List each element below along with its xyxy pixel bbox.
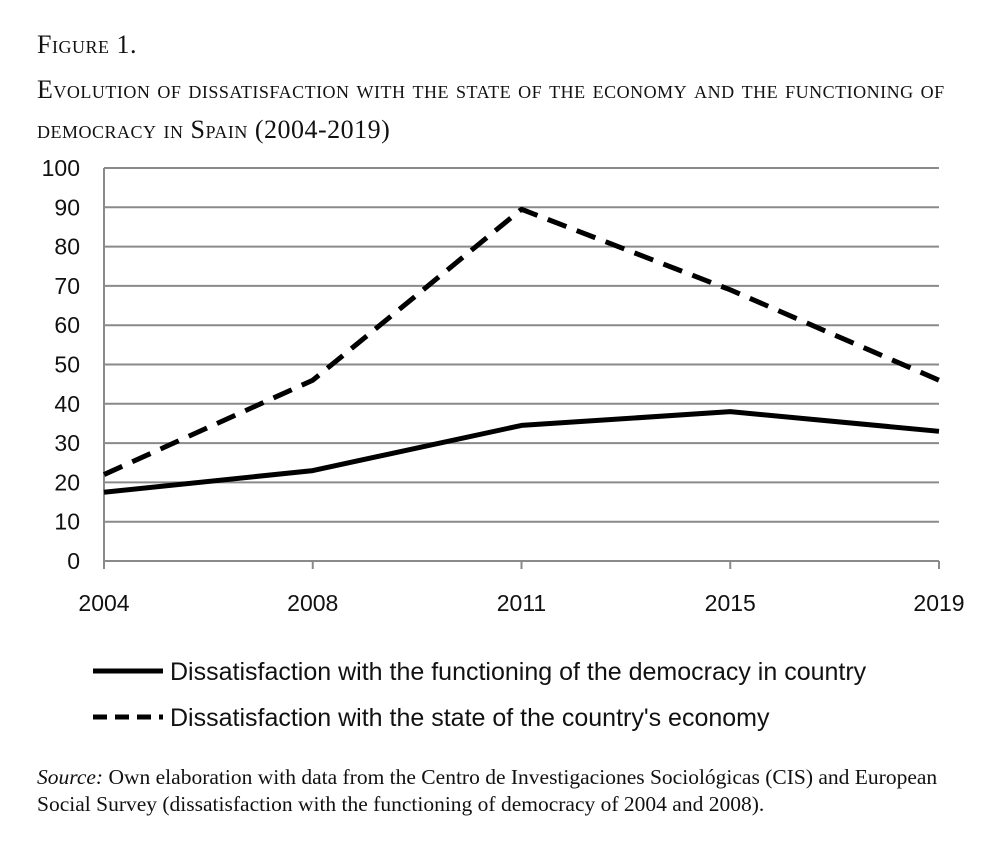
series-line-economy [102, 206, 940, 477]
source-note: Source: Own elaboration with data from t… [37, 764, 977, 818]
x-tick-label-2004: 2004 [78, 590, 129, 616]
source-text: Own elaboration with data from the Centr… [37, 765, 938, 816]
y-tick-label-100: 100 [42, 155, 80, 181]
y-tick-label-60: 60 [54, 312, 80, 338]
grid-lines [104, 167, 939, 523]
y-tick-label-50: 50 [54, 352, 80, 378]
y-tick-label-90: 90 [54, 194, 80, 220]
x-axis-ticks: 2004 2008 2011 2015 2019 [78, 561, 965, 616]
legend-label-economy: Dissatisfaction with the state of the co… [170, 704, 770, 732]
y-tick-label-10: 10 [54, 509, 80, 535]
legend: Dissatisfaction with the functioning of … [93, 658, 867, 732]
figure-label: Figure 1. [37, 30, 137, 59]
x-tick-label-2015: 2015 [705, 590, 756, 616]
y-tick-label-30: 30 [54, 430, 80, 456]
y-tick-label-70: 70 [54, 273, 80, 299]
axes [103, 168, 939, 562]
figure-title: Evolution of dissatisfaction with the st… [37, 75, 945, 144]
source-label: Source: [37, 765, 104, 789]
y-tick-label-0: 0 [67, 548, 80, 574]
x-tick-label-2008: 2008 [287, 590, 338, 616]
series-lines [102, 206, 940, 495]
y-tick-label-40: 40 [54, 391, 80, 417]
y-tick-label-20: 20 [54, 469, 80, 495]
series-line-democracy [103, 409, 940, 495]
legend-label-democracy: Dissatisfaction with the functioning of … [170, 658, 867, 686]
y-axis-ticks: 0 10 20 30 40 50 60 70 80 90 100 [42, 155, 80, 574]
x-tick-label-2019: 2019 [913, 590, 964, 616]
y-tick-label-80: 80 [54, 234, 80, 260]
x-tick-label-2011: 2011 [497, 590, 546, 616]
